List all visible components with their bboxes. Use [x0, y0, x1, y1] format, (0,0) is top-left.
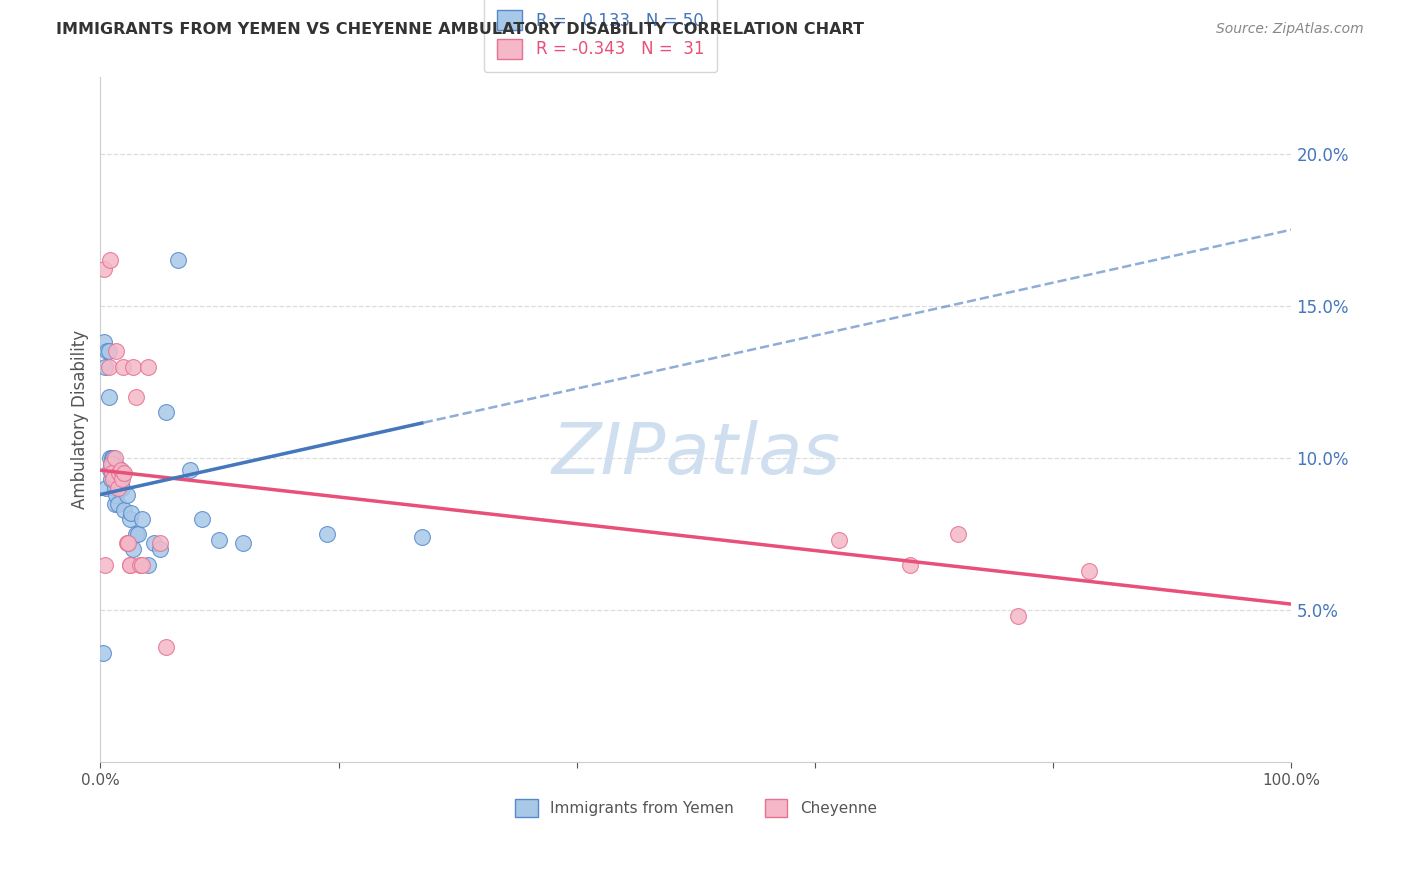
Point: [125, 390, 148, 404]
Point: [136, 558, 159, 572]
Point: [142, 536, 165, 550]
Point: [104, 450, 127, 465]
Point: [97, 390, 120, 404]
Legend: Immigrants from Yemen, Cheyenne: Immigrants from Yemen, Cheyenne: [509, 792, 883, 823]
Point: [898, 558, 921, 572]
Point: [149, 542, 172, 557]
Point: [1078, 564, 1101, 578]
Point: [120, 512, 142, 526]
Point: [117, 536, 139, 550]
Point: [112, 502, 135, 516]
Point: [111, 359, 134, 374]
Point: [93, 262, 115, 277]
Point: [115, 487, 138, 501]
Point: [104, 497, 127, 511]
Point: [155, 640, 177, 654]
Point: [104, 344, 127, 359]
Point: [98, 253, 121, 268]
Point: [828, 533, 851, 548]
Point: [101, 467, 124, 481]
Point: [94, 558, 117, 572]
Point: [104, 475, 127, 490]
Point: [155, 405, 177, 419]
Point: [110, 463, 132, 477]
Point: [91, 646, 114, 660]
Point: [120, 506, 142, 520]
Point: [101, 467, 124, 481]
Point: [131, 512, 153, 526]
Point: [107, 475, 129, 490]
Point: [100, 457, 122, 471]
Text: Source: ZipAtlas.com: Source: ZipAtlas.com: [1216, 22, 1364, 37]
Point: [107, 497, 129, 511]
Point: [128, 558, 150, 572]
Point: [179, 463, 201, 477]
Point: [1007, 609, 1029, 624]
Point: [411, 530, 433, 544]
Point: [93, 335, 115, 350]
Point: [117, 536, 139, 550]
Point: [104, 482, 127, 496]
Point: [149, 536, 172, 550]
Point: [104, 467, 127, 481]
Text: ZIPatlas: ZIPatlas: [551, 420, 841, 489]
Point: [112, 467, 135, 481]
Point: [105, 472, 128, 486]
Point: [101, 450, 124, 465]
Point: [97, 359, 120, 374]
Point: [97, 344, 120, 359]
Point: [96, 482, 118, 496]
Point: [98, 463, 121, 477]
Point: [103, 472, 125, 486]
Point: [107, 482, 129, 496]
Point: [131, 558, 153, 572]
Point: [108, 467, 131, 481]
Point: [315, 527, 337, 541]
Y-axis label: Ambulatory Disability: Ambulatory Disability: [72, 330, 89, 509]
Point: [120, 558, 142, 572]
Point: [111, 482, 134, 496]
Point: [121, 542, 143, 557]
Point: [120, 558, 142, 572]
Point: [105, 460, 128, 475]
Point: [111, 467, 134, 481]
Point: [208, 533, 231, 548]
Point: [103, 450, 125, 465]
Point: [190, 512, 212, 526]
Point: [111, 472, 134, 486]
Point: [100, 457, 122, 471]
Text: IMMIGRANTS FROM YEMEN VS CHEYENNE AMBULATORY DISABILITY CORRELATION CHART: IMMIGRANTS FROM YEMEN VS CHEYENNE AMBULA…: [56, 22, 865, 37]
Point: [136, 359, 159, 374]
Point: [115, 536, 138, 550]
Point: [103, 457, 125, 471]
Point: [104, 487, 127, 501]
Point: [166, 253, 188, 268]
Point: [946, 527, 969, 541]
Point: [108, 482, 131, 496]
Point: [108, 463, 131, 477]
Point: [103, 467, 125, 481]
Point: [98, 450, 121, 465]
Point: [94, 359, 117, 374]
Point: [96, 344, 118, 359]
Point: [110, 475, 132, 490]
Point: [121, 359, 143, 374]
Point: [232, 536, 254, 550]
Point: [125, 527, 148, 541]
Point: [127, 527, 149, 541]
Point: [100, 472, 122, 486]
